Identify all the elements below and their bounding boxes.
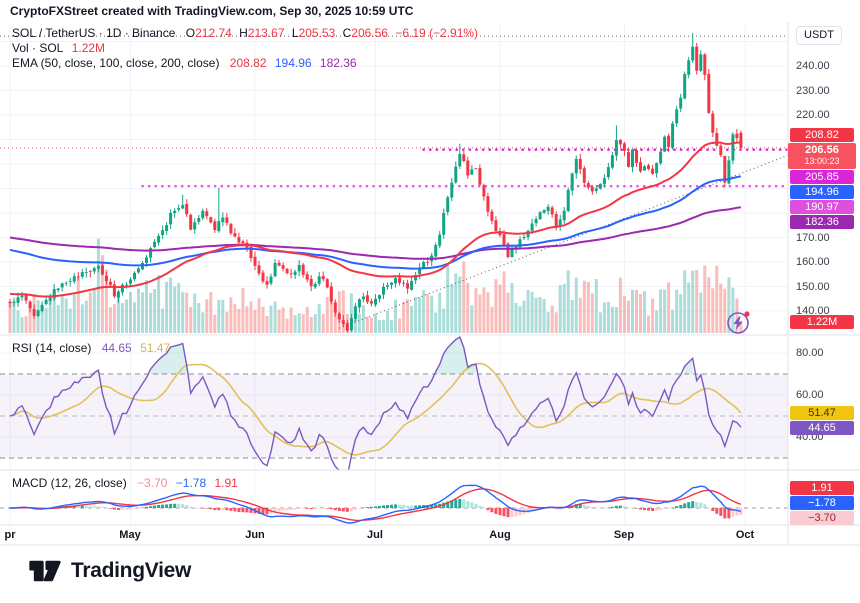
month-label-pr: pr (4, 529, 16, 541)
badge-rsi-ma: 51.47 (790, 406, 854, 420)
price-tick: 170.00 (796, 232, 830, 244)
ema-legend-row[interactable]: EMA (50, close, 100, close, 200, close) … (12, 56, 478, 70)
currency-toggle-button[interactable]: USDT (796, 26, 842, 45)
macd-signal-value: 1.91 (214, 476, 238, 490)
month-label-Oct: Oct (735, 529, 755, 541)
close-value: 206.56 (351, 26, 388, 40)
high-label: H (239, 26, 248, 40)
rsi-ma-value: 51.47 (140, 341, 171, 355)
badge-rsi: 44.65 (790, 421, 854, 435)
badge-level-low: 190.97 (790, 200, 854, 214)
macd-label: MACD (12, 26, close) (12, 476, 127, 490)
macd-legend[interactable]: MACD (12, 26, close) −3.70 −1.78 1.91 (12, 476, 238, 491)
close-label: C (342, 26, 352, 40)
badge-macd-hist: −3.70 (790, 511, 854, 525)
ema50-value: 208.82 (229, 56, 267, 70)
tradingview-wordmark: TradingView (71, 559, 192, 582)
badge-macd-line: −1.78 (790, 496, 854, 510)
rsi-value: 44.65 (101, 341, 132, 355)
rsi-pane (0, 335, 788, 470)
high-value: 213.67 (247, 26, 285, 40)
open-label: O (185, 26, 196, 40)
open-value: 212.74 (195, 26, 232, 40)
badge-ema200: 182.36 (790, 215, 854, 229)
price-tick: 140.00 (796, 305, 830, 317)
volume-label: Vol · SOL (12, 41, 64, 55)
badge-last: 206.56 13:00:23 (788, 143, 856, 169)
price-pane (0, 33, 788, 333)
rsi-tick: 60.00 (796, 389, 824, 401)
price-tick: 160.00 (796, 256, 830, 268)
rsi-label: RSI (14, close) (12, 341, 92, 355)
badge-ema50: 208.82 (790, 128, 854, 142)
badge-volume: 1.22M (790, 315, 854, 329)
volume-value: 1.22M (71, 41, 106, 55)
macd-line-value: −1.78 (175, 476, 207, 490)
month-label-Jun: Jun (245, 529, 265, 541)
bolt-glyph (733, 316, 743, 330)
price-tick: 230.00 (796, 85, 830, 97)
macd-hist-value: −3.70 (137, 476, 168, 490)
symbol-legend-row[interactable]: SOL / TetherUS · 1D · Binance O212.74 H2… (12, 26, 478, 40)
symbol-title: SOL / TetherUS · 1D · Binance (12, 26, 176, 40)
attribution-header: CryptoFXStreet created with TradingView.… (0, 0, 860, 22)
macd-pane (0, 484, 788, 524)
main-legend[interactable]: SOL / TetherUS · 1D · Binance O212.74 H2… (12, 26, 478, 71)
rsi-legend[interactable]: RSI (14, close) 44.65 51.47 (12, 341, 170, 356)
ema100-value: 194.96 (274, 56, 312, 70)
tradingview-logo[interactable]: TradingView (28, 556, 191, 586)
ema-label: EMA (50, close, 100, close, 200, close) (12, 56, 220, 70)
volume-legend-row[interactable]: Vol · SOL 1.22M (12, 41, 478, 55)
price-tick: 150.00 (796, 281, 830, 293)
price-axis[interactable]: USDT 240.00 230.00 220.00 170.00 160.00 150.0… (788, 0, 860, 545)
badge-level-high: 205.85 (790, 170, 854, 184)
ema200-value: 182.36 (319, 56, 357, 70)
month-label-May: May (119, 529, 141, 541)
notification-dot (744, 311, 750, 317)
low-label: L (291, 26, 299, 40)
price-tick: 220.00 (796, 109, 830, 121)
month-label-Sep: Sep (613, 529, 635, 541)
lightning-boost-icon[interactable] (724, 308, 752, 336)
change-value: −6.19 (−2.91%) (395, 26, 479, 40)
badge-ema100: 194.96 (790, 185, 854, 199)
low-value: 205.53 (298, 26, 336, 40)
rsi-tick: 80.00 (796, 347, 824, 359)
month-label-Jul: Jul (367, 529, 383, 541)
month-label-Aug: Aug (489, 529, 511, 541)
price-tick: 240.00 (796, 60, 830, 72)
tradingview-logo-mark (29, 560, 61, 582)
badge-macd-signal: 1.91 (790, 481, 854, 495)
